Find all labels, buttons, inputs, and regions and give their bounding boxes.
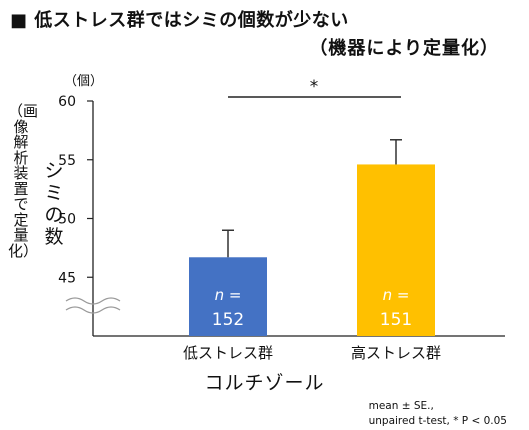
y-tick-label: 60 [58, 94, 76, 110]
footnote-line-1: mean ± SE., [368, 400, 434, 412]
measurement-method-note: （画像解析装置で定量化） [8, 102, 39, 260]
x-tick-label: 高ストレス群 [351, 344, 441, 362]
y-axis-label: シミの数 [44, 160, 64, 248]
axis-break-mark [65, 297, 121, 305]
bar [189, 257, 267, 336]
page-subtitle: （機器により定量化） [309, 38, 499, 59]
bar [357, 164, 435, 336]
x-tick-label: 低ストレス群 [183, 344, 273, 362]
bar-sample-count: 151 [380, 310, 412, 330]
bar-n-label: n = [383, 286, 410, 304]
bar-n-label: n = [215, 286, 242, 304]
y-unit-label: （個） [64, 74, 104, 89]
significance-marker: * [310, 77, 319, 97]
footnote-line-2: unpaired t-test, * P < 0.05 [368, 415, 507, 427]
bar-sample-count: 152 [212, 310, 244, 330]
page-title: ■ 低ストレス群ではシミの個数が少ない [10, 10, 349, 31]
statistics-footnote: mean ± SE., unpaired t-test, * P < 0.05 [369, 399, 507, 429]
axis-break-mark [65, 306, 121, 314]
y-tick-label: 45 [58, 270, 76, 286]
x-axis-label: コルチゾール [204, 372, 325, 394]
y-tick-label: 55 [58, 153, 76, 169]
y-tick-label: 50 [58, 212, 76, 228]
